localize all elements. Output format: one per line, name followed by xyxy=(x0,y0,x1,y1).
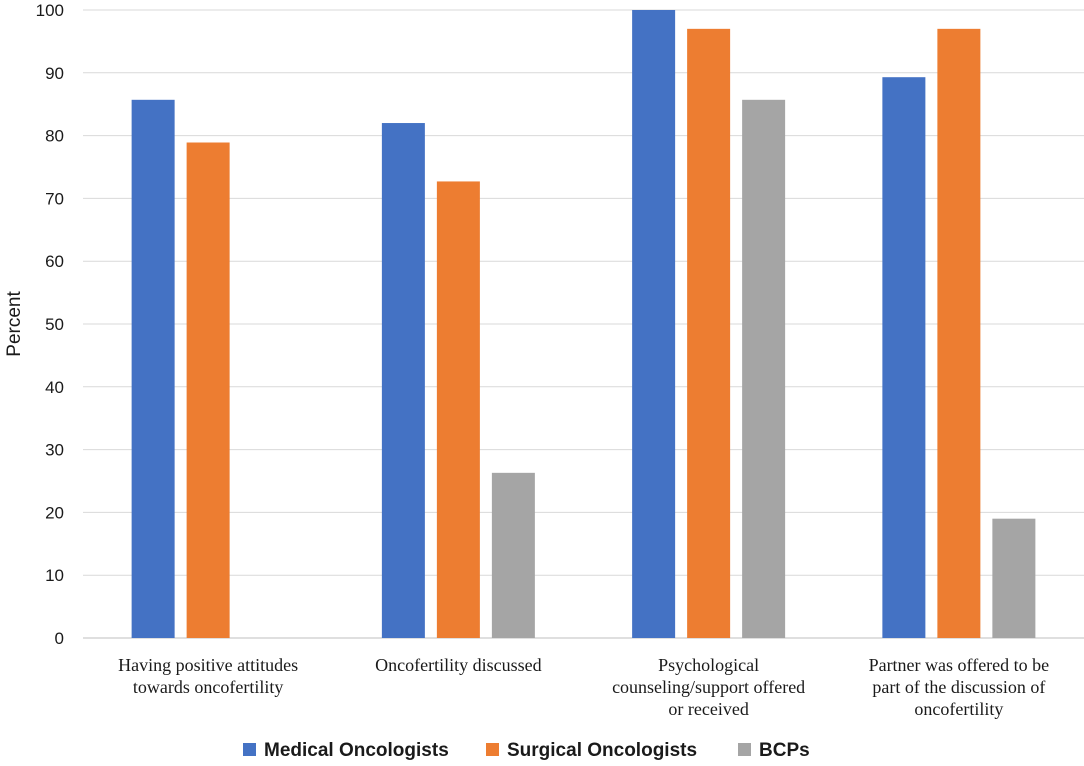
y-tick-label: 40 xyxy=(45,378,64,397)
x-category-label: counseling/support offered xyxy=(612,677,805,697)
bar-medical-oncologists xyxy=(632,10,676,638)
bar-bcps xyxy=(992,518,1036,638)
x-category-label: part of the discussion of xyxy=(872,677,1045,697)
y-tick-label: 60 xyxy=(45,252,64,271)
legend-swatch xyxy=(486,743,499,756)
bar-bcps xyxy=(742,99,786,638)
bar-bcps xyxy=(491,472,535,638)
x-category-label: Oncofertility discussed xyxy=(375,655,541,675)
y-tick-label: 90 xyxy=(45,64,64,83)
bar-medical-oncologists xyxy=(131,99,175,638)
legend: Medical Oncologists Surgical Oncologists B… xyxy=(243,740,810,761)
x-category-label: oncofertility xyxy=(914,699,1003,719)
y-tick-label: 80 xyxy=(45,127,64,146)
y-axis-label: Percent xyxy=(4,291,25,357)
y-axis-ticks: 0 10 20 30 40 50 60 70 80 90 100 xyxy=(36,1,64,648)
legend-swatch xyxy=(738,743,751,756)
x-category-label: Having positive attitudes xyxy=(118,655,298,675)
gridlines xyxy=(83,9,1084,639)
bar-medical-oncologists xyxy=(381,123,425,639)
bar-surgical-oncologists xyxy=(436,181,480,638)
x-category-label: Psychological xyxy=(658,655,759,675)
y-tick-label: 10 xyxy=(45,566,64,585)
legend-label: Medical Oncologists xyxy=(264,740,449,761)
y-tick-label: 50 xyxy=(45,315,64,334)
legend-label: BCPs xyxy=(759,740,810,761)
x-category-label: or received xyxy=(668,699,748,719)
bar-surgical-oncologists xyxy=(186,142,230,638)
bar-surgical-oncologists xyxy=(937,28,981,638)
bar-surgical-oncologists xyxy=(687,28,731,638)
y-tick-label: 0 xyxy=(55,629,64,648)
bars xyxy=(131,10,1036,639)
y-tick-label: 20 xyxy=(45,503,64,522)
x-category-label: Partner was offered to be xyxy=(869,655,1050,675)
bar-medical-oncologists xyxy=(882,77,926,639)
y-tick-label: 100 xyxy=(36,1,64,20)
x-category-label: towards oncofertility xyxy=(133,677,283,697)
y-tick-label: 70 xyxy=(45,189,64,208)
legend-label: Surgical Oncologists xyxy=(507,740,697,761)
legend-swatch xyxy=(243,743,256,756)
y-tick-label: 30 xyxy=(45,441,64,460)
